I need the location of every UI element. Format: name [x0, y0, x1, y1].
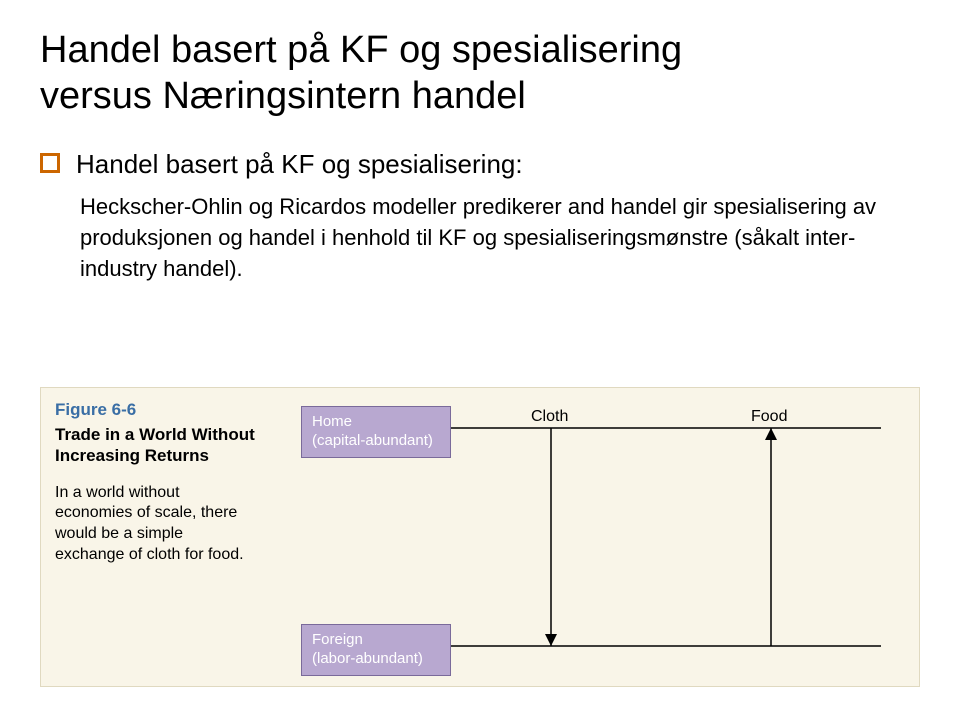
node-home: Home (capital-abundant): [301, 406, 451, 458]
bullet-text: Handel basert på KF og spesialisering:: [76, 147, 523, 182]
sub-paragraph: Heckscher-Ohlin og Ricardos modeller pre…: [80, 192, 919, 284]
title-line-1: Handel basert på KF og spesialisering: [40, 29, 682, 71]
slide-title: Handel basert på KF og spesialisering ve…: [40, 28, 919, 119]
bullet-item: Handel basert på KF og spesialisering:: [40, 147, 919, 182]
node-foreign-line2: (labor-abundant): [312, 650, 423, 667]
figure-number: Figure 6-6: [55, 400, 255, 420]
node-foreign-line1: Foreign: [312, 631, 363, 648]
figure-description: In a world without economies of scale, t…: [55, 483, 255, 566]
column-label-food: Food: [751, 408, 787, 426]
slide: Handel basert på KF og spesialisering ve…: [0, 0, 959, 717]
node-home-line1: Home: [312, 413, 352, 430]
column-label-cloth: Cloth: [531, 408, 568, 426]
figure-caption: Figure 6-6 Trade in a World Without Incr…: [55, 400, 255, 566]
node-foreign: Foreign (labor-abundant): [301, 624, 451, 676]
node-home-line2: (capital-abundant): [312, 432, 433, 449]
figure-6-6: Figure 6-6 Trade in a World Without Incr…: [40, 387, 920, 687]
bullet-marker-icon: [40, 153, 60, 173]
title-line-2: versus Næringsintern handel: [40, 75, 526, 117]
figure-title: Trade in a World Without Increasing Retu…: [55, 424, 255, 467]
